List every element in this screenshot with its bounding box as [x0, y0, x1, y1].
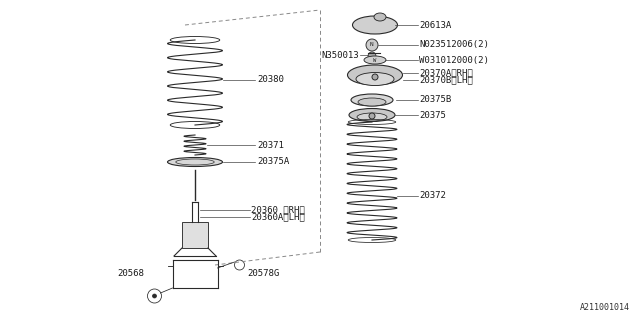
Text: 20360A〈LH〉: 20360A〈LH〉	[251, 212, 305, 221]
Text: N350013: N350013	[321, 51, 359, 60]
Circle shape	[369, 113, 375, 119]
Text: W031012000(2): W031012000(2)	[419, 55, 489, 65]
Ellipse shape	[349, 108, 395, 122]
Text: N: N	[370, 43, 374, 47]
Text: 20375: 20375	[419, 110, 446, 119]
Circle shape	[372, 74, 378, 80]
Text: 20380: 20380	[257, 76, 284, 84]
Text: 20372: 20372	[419, 191, 446, 201]
Text: 20371: 20371	[257, 140, 284, 149]
Ellipse shape	[348, 65, 403, 85]
Ellipse shape	[374, 13, 386, 21]
Text: 20370A〈RH〉: 20370A〈RH〉	[419, 68, 473, 77]
Text: A211001014: A211001014	[580, 303, 630, 312]
Ellipse shape	[357, 113, 387, 121]
Text: N023512006(2): N023512006(2)	[419, 41, 489, 50]
Circle shape	[368, 52, 376, 60]
Ellipse shape	[351, 94, 393, 106]
Bar	[182, 222, 208, 248]
Ellipse shape	[356, 73, 394, 85]
Text: W: W	[373, 58, 376, 62]
Text: 20613A: 20613A	[419, 20, 451, 29]
Ellipse shape	[358, 98, 386, 106]
Circle shape	[366, 39, 378, 51]
Text: 20375B: 20375B	[419, 95, 451, 105]
Text: 20568: 20568	[118, 269, 145, 278]
Circle shape	[152, 294, 157, 298]
Ellipse shape	[364, 56, 386, 64]
Text: 20375A: 20375A	[257, 157, 289, 166]
Text: 20370B〈LH〉: 20370B〈LH〉	[419, 76, 473, 84]
Text: 20360 〈RH〉: 20360 〈RH〉	[251, 205, 305, 214]
Text: 20578G: 20578G	[248, 268, 280, 277]
Ellipse shape	[168, 157, 223, 166]
Ellipse shape	[353, 16, 397, 34]
